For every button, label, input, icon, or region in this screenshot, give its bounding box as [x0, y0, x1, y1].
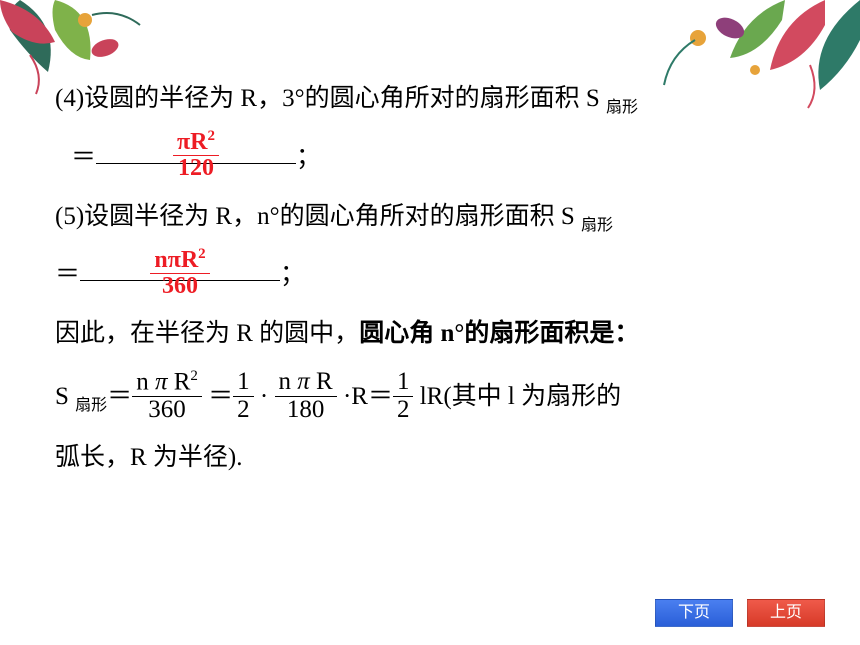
line-eq: S 扇形＝n π R2360 ＝12 · n π R180 ·R＝12 lR(其…: [55, 364, 805, 429]
p5-sub: 扇形: [581, 217, 613, 234]
line-4b: 形＝πR2120；: [55, 129, 805, 188]
h1d: 2: [233, 396, 254, 423]
p4-text-a: (4)设圆的半径为 R，3°的圆心角所对的扇形面积 S: [55, 85, 606, 112]
p6-bold: 圆心角 n°的扇形面积是：: [359, 320, 639, 347]
line-5b: ＝nπR2360；: [55, 246, 805, 305]
eq-lhs: S: [55, 383, 75, 410]
p4-eq: ＝: [71, 144, 96, 171]
f1b: π: [155, 368, 168, 395]
p5-text-a: (5)设圆半径为 R，n°的圆心角所对的扇形面积 S: [55, 203, 581, 230]
f2a: n: [279, 368, 292, 395]
p5-eq: ＝: [55, 261, 80, 288]
ans5-sup: 2: [198, 246, 206, 262]
line-4a: (4)设圆的半径为 R，3°的圆心角所对的扇形面积 S 扇形: [55, 70, 805, 129]
f2c: R: [316, 368, 333, 395]
answer-4: πR2120: [173, 143, 219, 169]
frac-2: n π R180: [275, 369, 337, 423]
mid1: ＝: [202, 383, 233, 410]
ans4-num: πR: [177, 129, 207, 155]
ans4-den: 120: [173, 155, 219, 181]
p6-a: 因此，在半径为 R 的圆中，: [55, 320, 359, 347]
blank-4: πR2120: [96, 129, 296, 164]
ans5-num: nπR: [154, 247, 198, 273]
ans5-den: 360: [150, 273, 209, 299]
p4-semi: ；: [296, 144, 321, 171]
ans4-sup: 2: [208, 128, 216, 144]
frac-1: n π R2 360: [132, 369, 202, 423]
eq-rhs: lR(其中 l 为扇形的: [413, 383, 621, 410]
slide-content: (4)设圆的半径为 R，3°的圆心角所对的扇形面积 S 扇形 形＝πR2120；…: [55, 70, 805, 488]
prev-button[interactable]: 上页: [747, 599, 825, 627]
line-5a: (5)设圆半径为 R，n°的圆心角所对的扇形面积 S 扇形: [55, 188, 805, 247]
p4-sub: 扇形: [606, 99, 638, 116]
f1sup: 2: [190, 368, 198, 384]
eq-eq: ＝: [107, 383, 132, 410]
midR: ·R＝: [337, 383, 393, 410]
f1c: R: [174, 368, 191, 395]
p5-semi: ；: [280, 261, 305, 288]
h2d: 2: [393, 396, 414, 423]
line-last: 弧长，R 为半径).: [55, 429, 805, 488]
p-last: 弧长，R 为半径).: [55, 444, 243, 471]
h2n: 1: [393, 369, 414, 395]
nav-buttons: 下页 上页: [645, 599, 825, 627]
next-button[interactable]: 下页: [655, 599, 733, 627]
answer-5: nπR2360: [150, 260, 209, 286]
frac-half-2: 12: [393, 369, 414, 423]
h1n: 1: [233, 369, 254, 395]
eq-sub: 扇形: [75, 397, 107, 414]
f1a: n: [136, 368, 149, 395]
f2den: 180: [275, 396, 337, 423]
line-6: 因此，在半径为 R 的圆中，圆心角 n°的扇形面积是：: [55, 305, 805, 364]
dot1: ·: [254, 383, 275, 410]
blank-5: nπR2360: [80, 246, 280, 281]
f1den: 360: [132, 396, 202, 423]
f2b: π: [297, 368, 310, 395]
frac-half-1: 12: [233, 369, 254, 423]
